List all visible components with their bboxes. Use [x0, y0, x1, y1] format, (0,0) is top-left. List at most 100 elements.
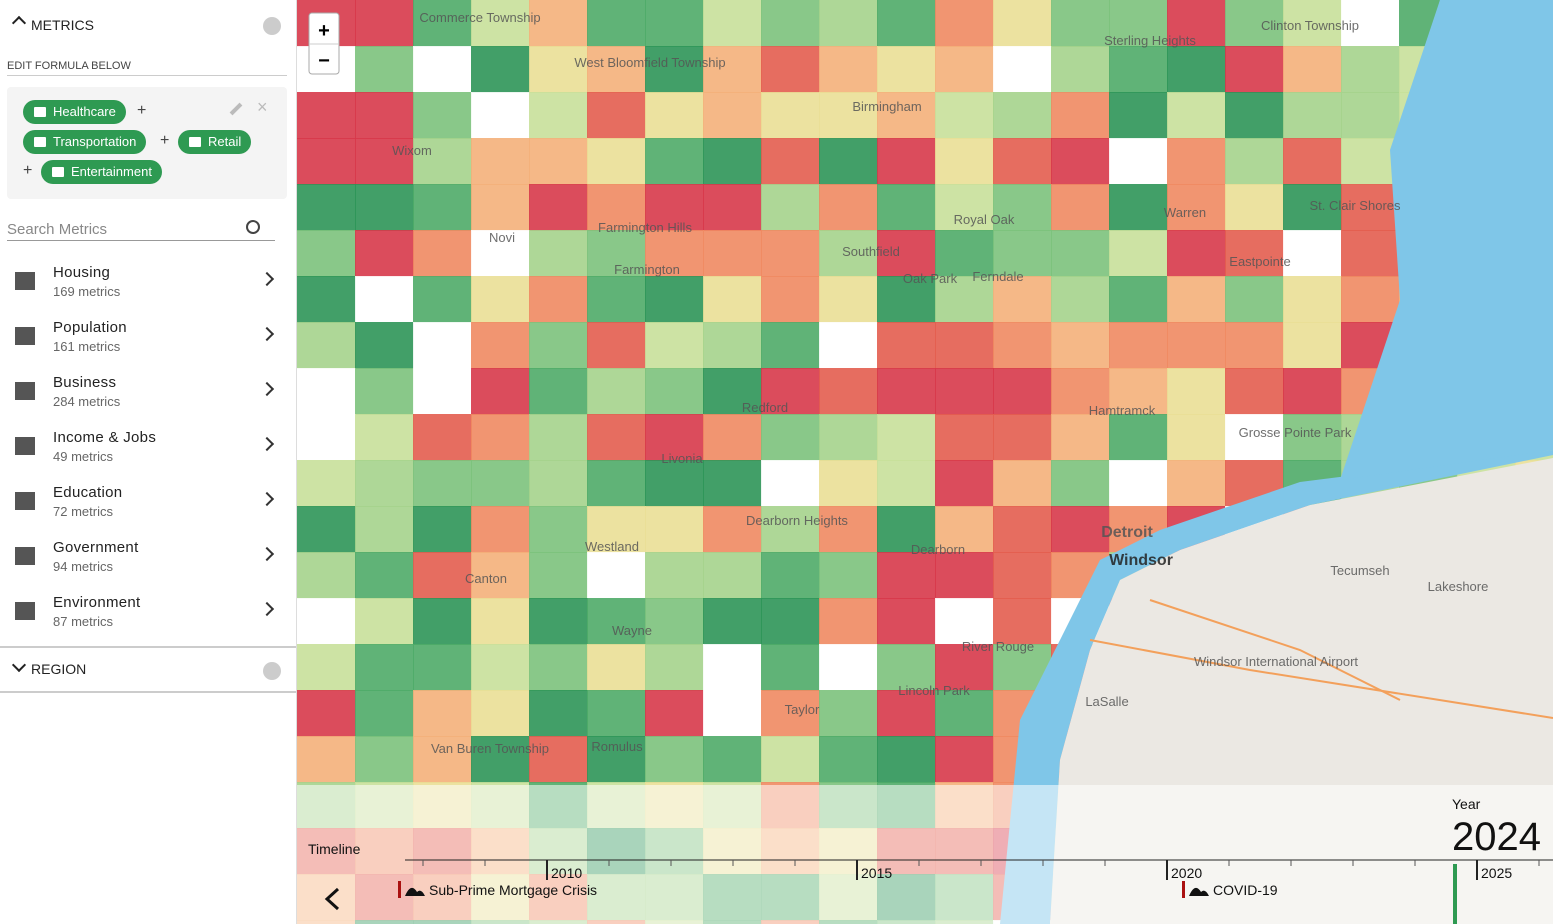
tract	[877, 322, 936, 369]
event-marker[interactable]	[398, 881, 401, 898]
tract	[297, 92, 356, 139]
tract	[471, 644, 530, 691]
tract	[471, 506, 530, 553]
help-icon[interactable]	[263, 662, 281, 680]
tract	[1283, 184, 1342, 231]
tract	[935, 184, 994, 231]
tract	[703, 0, 762, 47]
chevron[interactable]	[259, 491, 275, 507]
tract	[703, 92, 762, 139]
metric-chip[interactable]: Healthcare	[23, 100, 126, 124]
tract	[355, 736, 414, 783]
search-icon[interactable]	[246, 220, 260, 234]
expand-icon[interactable]	[11, 657, 27, 673]
tract	[1225, 0, 1284, 47]
metric-chip[interactable]: Transportation	[23, 130, 147, 154]
metrics-header[interactable]: METRICS	[31, 17, 94, 33]
tract	[413, 138, 472, 185]
tract	[355, 276, 414, 323]
tract	[993, 230, 1052, 277]
tract	[587, 46, 646, 93]
tract	[297, 506, 356, 553]
event-marker[interactable]	[1182, 881, 1185, 898]
place-label: Clinton Township	[1261, 18, 1359, 33]
tract	[1225, 322, 1284, 369]
tract	[1341, 46, 1400, 93]
place-label: Warren	[1164, 205, 1206, 220]
tract	[413, 230, 472, 277]
tract	[1225, 138, 1284, 185]
tract	[819, 598, 878, 645]
chevron[interactable]	[259, 601, 275, 617]
tract	[1051, 506, 1110, 553]
help-icon[interactable]	[263, 17, 281, 35]
tract	[471, 368, 530, 415]
tract	[587, 414, 646, 461]
divider	[0, 691, 296, 693]
tract	[297, 690, 356, 737]
tract	[471, 460, 530, 507]
chevron[interactable]	[259, 436, 275, 452]
map[interactable]: Commerce Township West Bloomfield Townshi…	[297, 0, 1553, 924]
back-arrow[interactable]	[324, 887, 340, 911]
tick-label: 2010	[551, 865, 582, 881]
edit-icon[interactable]	[229, 102, 243, 116]
tract	[471, 92, 530, 139]
tract	[703, 138, 762, 185]
tract	[877, 736, 936, 783]
category-name[interactable]: Education	[53, 484, 123, 501]
category-name[interactable]: Environment	[53, 594, 141, 611]
tract	[1167, 414, 1226, 461]
highway	[1089, 639, 1553, 719]
tract	[877, 46, 936, 93]
category-name[interactable]: Population	[53, 319, 127, 336]
formula-label: EDIT FORMULA BELOW	[7, 60, 131, 72]
metric-chip[interactable]: Entertainment	[41, 160, 162, 184]
category-name[interactable]: Housing	[53, 264, 111, 281]
tract	[1341, 92, 1400, 139]
tract	[529, 46, 588, 93]
tract	[1341, 184, 1400, 231]
tract	[471, 46, 530, 93]
chevron[interactable]	[259, 326, 275, 342]
tract	[471, 230, 530, 277]
tract	[935, 46, 994, 93]
category-name[interactable]: Business	[53, 374, 117, 391]
tract	[935, 230, 994, 277]
zoom-in[interactable]: +	[318, 20, 330, 42]
tract	[935, 736, 994, 783]
tract	[529, 552, 588, 599]
tract	[355, 322, 414, 369]
tract	[993, 368, 1052, 415]
tract	[819, 322, 878, 369]
tract	[297, 368, 356, 415]
tract	[877, 690, 936, 737]
zoom-out[interactable]: −	[318, 50, 330, 72]
event-label[interactable]: Sub-Prime Mortgage Crisis	[429, 882, 597, 898]
tract	[355, 460, 414, 507]
tract	[587, 230, 646, 277]
chevron[interactable]	[259, 546, 275, 562]
tract	[819, 46, 878, 93]
event-label[interactable]: COVID-19	[1213, 882, 1278, 898]
search-input[interactable]: Search Metrics	[7, 221, 108, 238]
tract	[645, 736, 704, 783]
tract	[471, 736, 530, 783]
category-name[interactable]: Government	[53, 539, 139, 556]
tract	[1225, 276, 1284, 323]
category-name[interactable]: Income & Jobs	[53, 429, 157, 446]
tract	[587, 184, 646, 231]
tract	[703, 644, 762, 691]
tract	[935, 460, 994, 507]
chevron[interactable]	[259, 381, 275, 397]
chevron[interactable]	[259, 271, 275, 287]
collapse-icon[interactable]	[11, 15, 27, 31]
clear-icon[interactable]: ×	[257, 97, 268, 117]
tract	[587, 322, 646, 369]
metric-chip[interactable]: Retail	[178, 130, 252, 154]
tract	[1051, 0, 1110, 47]
tract	[1283, 230, 1342, 277]
tract	[471, 552, 530, 599]
region-header[interactable]: REGION	[31, 661, 87, 677]
tract	[761, 138, 820, 185]
